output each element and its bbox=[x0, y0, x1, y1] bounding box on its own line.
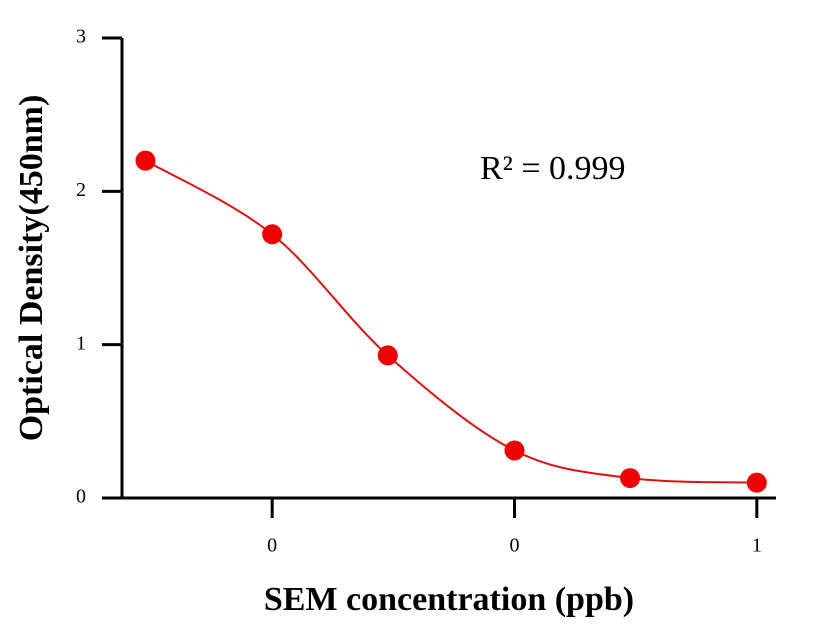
y-tick-label: 0 bbox=[76, 486, 86, 508]
y-tick-label: 1 bbox=[76, 332, 86, 354]
x-tick-label: 1 bbox=[752, 535, 762, 557]
x-tick-label: 0 bbox=[509, 535, 519, 557]
data-point bbox=[135, 150, 156, 171]
data-point bbox=[262, 224, 283, 245]
x-axis-title: SEM concentration (ppb) bbox=[264, 581, 634, 618]
data-point bbox=[746, 472, 767, 493]
data-point bbox=[377, 345, 398, 366]
data-point bbox=[504, 440, 525, 461]
y-tick-label: 3 bbox=[76, 26, 86, 48]
annotation: R² = 0.999 bbox=[480, 150, 626, 187]
y-axis-title: Optical Density(450nm) bbox=[13, 95, 50, 442]
y-tick-label: 2 bbox=[76, 179, 86, 201]
x-tick-label: 0 bbox=[267, 535, 277, 557]
data-point bbox=[620, 468, 641, 489]
fit-curve bbox=[144, 159, 757, 484]
